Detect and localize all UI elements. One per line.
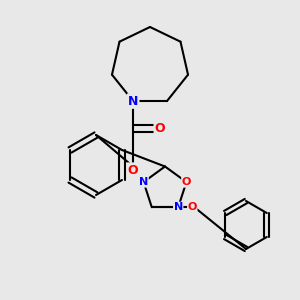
Text: O: O bbox=[188, 202, 197, 212]
Text: O: O bbox=[182, 177, 191, 187]
Text: N: N bbox=[174, 202, 183, 212]
Text: N: N bbox=[139, 177, 148, 187]
Text: N: N bbox=[128, 94, 138, 108]
Text: O: O bbox=[155, 122, 165, 135]
Text: O: O bbox=[128, 164, 138, 177]
